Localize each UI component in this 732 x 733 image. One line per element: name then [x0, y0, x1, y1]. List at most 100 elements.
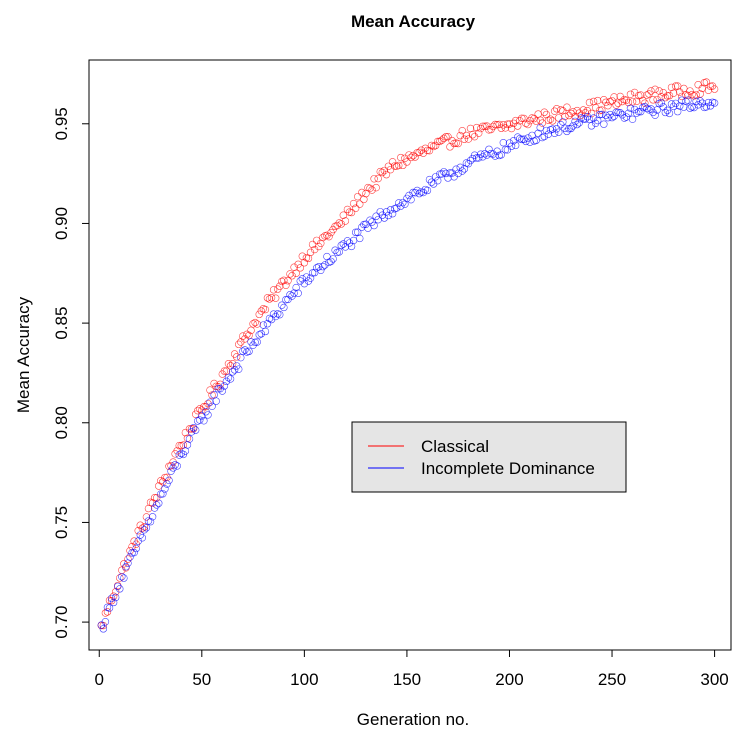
data-point [380, 166, 389, 175]
data-point [680, 103, 688, 111]
data-point [261, 305, 270, 314]
data-point [388, 158, 397, 166]
data-point [214, 385, 222, 393]
data-point [366, 184, 374, 192]
data-point [395, 161, 403, 170]
data-point [622, 96, 631, 105]
data-point [532, 136, 540, 145]
data-point [175, 441, 183, 450]
data-point [239, 347, 247, 355]
data-point [280, 303, 288, 312]
data-point [280, 276, 288, 285]
data-point [276, 310, 284, 319]
data-point [302, 273, 311, 281]
data-point [596, 110, 604, 119]
data-point [583, 112, 592, 121]
data-point [575, 109, 583, 117]
data-point [356, 234, 364, 243]
data-point [282, 295, 290, 304]
data-point [516, 117, 524, 125]
data-point [358, 188, 366, 197]
data-point [212, 397, 220, 405]
data-point [489, 150, 497, 158]
data-point [204, 411, 212, 419]
chart-title: Mean Accuracy [351, 12, 476, 31]
data-point [132, 544, 140, 553]
data-point [282, 281, 290, 290]
data-point [306, 274, 315, 282]
data-point [534, 129, 542, 138]
data-point [567, 124, 575, 133]
data-point [503, 120, 512, 128]
data-point [407, 195, 415, 204]
data-point [507, 124, 516, 133]
data-point [522, 119, 530, 128]
data-point [544, 116, 553, 125]
data-point [419, 149, 428, 157]
data-point [444, 133, 452, 141]
data-point [317, 239, 325, 248]
data-point [598, 106, 606, 114]
data-point [462, 131, 471, 140]
data-point [370, 175, 378, 183]
data-point [220, 367, 229, 375]
data-point [255, 331, 263, 339]
data-point [335, 248, 343, 256]
data-point [577, 114, 585, 122]
data-point [483, 151, 491, 159]
data-point [116, 585, 124, 593]
data-point [390, 162, 399, 170]
data-point [271, 294, 280, 302]
data-point [286, 270, 294, 278]
x-axis-label: Generation no. [357, 710, 469, 729]
data-point [169, 458, 177, 466]
data-point [563, 103, 571, 111]
y-tick-label: 0.80 [52, 406, 71, 439]
data-point [536, 116, 544, 124]
data-point [634, 107, 643, 116]
data-point [321, 261, 329, 269]
data-point [608, 113, 616, 122]
data-point [304, 277, 313, 285]
data-point [472, 123, 481, 132]
data-point [513, 122, 522, 130]
data-point [507, 142, 516, 150]
data-point [296, 264, 304, 272]
data-point [171, 461, 179, 469]
data-point [118, 572, 126, 581]
data-point [706, 102, 715, 110]
data-point [550, 107, 559, 115]
data-point [448, 169, 456, 177]
data-point [706, 82, 715, 91]
data-point [460, 165, 469, 173]
data-point [415, 148, 423, 157]
data-point [678, 92, 686, 101]
data-point [421, 144, 430, 152]
data-point [421, 185, 430, 194]
data-point [152, 494, 161, 502]
data-point [392, 162, 401, 170]
data-point [651, 85, 659, 94]
data-point [331, 246, 339, 254]
data-point [497, 151, 505, 159]
data-point [626, 104, 635, 112]
data-point [526, 116, 534, 125]
data-point [206, 398, 214, 406]
data-point [222, 367, 231, 375]
data-point [191, 426, 200, 434]
data-point [327, 257, 335, 266]
data-point [241, 346, 249, 354]
data-point [189, 424, 198, 432]
data-point [368, 186, 376, 194]
data-point [686, 87, 694, 95]
data-point [230, 366, 239, 374]
data-point [224, 359, 233, 368]
data-point [460, 135, 469, 143]
data-point [425, 175, 434, 184]
data-point [284, 277, 292, 285]
data-point [109, 598, 118, 607]
data-point [540, 132, 549, 141]
data-point [134, 526, 142, 535]
x-axis: 0 50 100 150 200 250 300 [95, 649, 729, 689]
